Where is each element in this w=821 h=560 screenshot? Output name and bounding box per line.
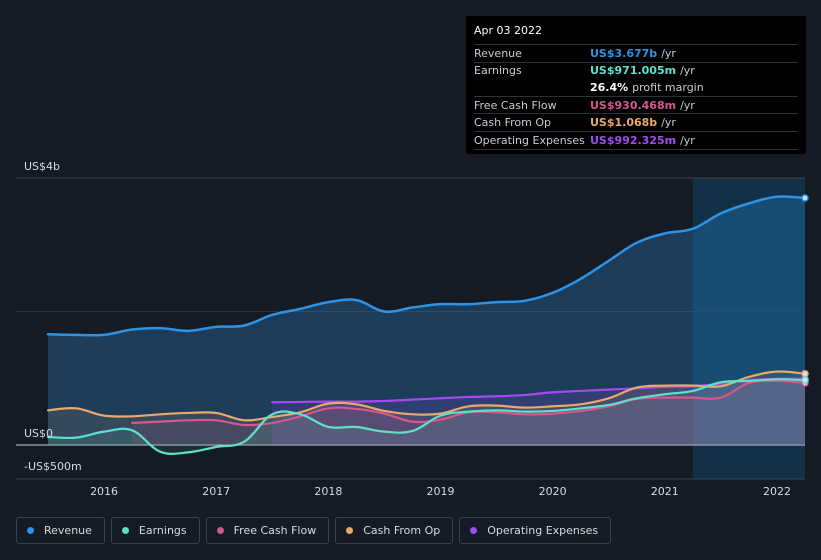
revenue-line (46, 195, 807, 337)
legend-dot-icon (346, 527, 354, 534)
legend-label: Operating Expenses (487, 524, 599, 537)
legend-label: Earnings (138, 524, 187, 537)
tooltip-unit: /yr (680, 133, 695, 147)
x-tick-label: 2016 (90, 485, 118, 498)
legend: Revenue Earnings Free Cash Flow Cash Fro… (16, 517, 612, 544)
tooltip-row-margin: 26.4% profit margin (474, 79, 798, 96)
tooltip-row-cfo: Cash From Op US$1.068b /yr (474, 113, 798, 131)
y-label-bottom: -US$500m (24, 460, 82, 473)
cfo-line (46, 370, 807, 422)
tooltip-value: US$1.068b (590, 116, 658, 130)
x-tick-label: 2019 (427, 485, 455, 498)
forecast-highlight (692, 178, 805, 479)
gridlines (16, 177, 805, 480)
tooltip-row-fcf: Free Cash Flow US$930.468m /yr (474, 95, 798, 114)
tooltip-unit: /yr (661, 46, 676, 60)
series-endpoints (801, 194, 809, 387)
legend-item-earnings[interactable]: Earnings (110, 517, 200, 544)
tooltip-unit: /yr (680, 64, 695, 78)
earnings-endpoint (801, 376, 809, 384)
x-axis: 2016 2017 2018 2019 2020 2021 2022 (90, 485, 791, 498)
tooltip-value: US$992.325m (590, 133, 677, 147)
legend-item-revenue[interactable]: Revenue (16, 517, 105, 544)
tooltip-value: US$930.468m (590, 98, 677, 112)
tooltip-label: Cash From Op (474, 116, 552, 130)
x-tick-label: 2020 (539, 485, 567, 498)
legend-item-free-cash-flow[interactable]: Free Cash Flow (205, 517, 330, 544)
y-label-top: US$4b (24, 160, 60, 173)
y-label-zero: US$0 (24, 427, 53, 440)
tooltip-value: 26.4% (590, 80, 629, 94)
legend-dot-icon (121, 527, 129, 534)
tooltip-row-opex: Operating Expenses US$992.325m /yr (474, 130, 798, 149)
x-tick-label: 2017 (202, 485, 230, 498)
tooltip-row-revenue: Revenue US$3.677b /yr (474, 44, 798, 62)
legend-dot-icon (470, 527, 478, 534)
legend-label: Free Cash Flow (233, 524, 317, 537)
tooltip-label: Revenue (474, 46, 522, 60)
tooltip-unit: /yr (680, 98, 695, 112)
legend-item-operating-expenses[interactable]: Operating Expenses (459, 517, 612, 544)
cfo-area (48, 371, 805, 445)
tooltip-value: US$971.005m (590, 64, 677, 78)
tooltip-unit: profit margin (632, 80, 704, 94)
revenue-area (48, 196, 805, 445)
legend-item-cash-from-op[interactable]: Cash From Op (335, 517, 454, 544)
cfo-endpoint (801, 369, 809, 378)
legend-label: Revenue (44, 524, 92, 537)
x-tick-label: 2021 (651, 485, 679, 498)
series-lines (46, 195, 807, 455)
tooltip-label: Free Cash Flow (474, 98, 557, 112)
revenue-endpoint (801, 194, 809, 202)
tooltip-row-earnings: Earnings US$971.005m /yr (474, 61, 798, 80)
tooltip-value: US$3.677b (590, 46, 658, 60)
legend-dot-icon (27, 527, 34, 534)
chart-area: 2016 2017 2018 2019 2020 2021 2022 US$4b US$0 … (16, 160, 809, 498)
x-tick-label: 2018 (314, 485, 342, 498)
x-tick-label: 2022 (763, 485, 791, 498)
tooltip-unit: /yr (661, 116, 676, 130)
tooltip-label: Earnings (474, 64, 522, 78)
tooltip-label: Operating Expenses (474, 133, 585, 147)
tooltip-date: Apr 03 2022 (474, 24, 543, 37)
earnings-area (48, 379, 805, 454)
legend-label: Cash From Op (363, 524, 441, 537)
earnings-line (46, 378, 807, 455)
legend-dot-icon (216, 527, 224, 534)
tooltip-panel: Apr 03 2022 Revenue US$3.677b /yr Earnin… (466, 16, 806, 154)
